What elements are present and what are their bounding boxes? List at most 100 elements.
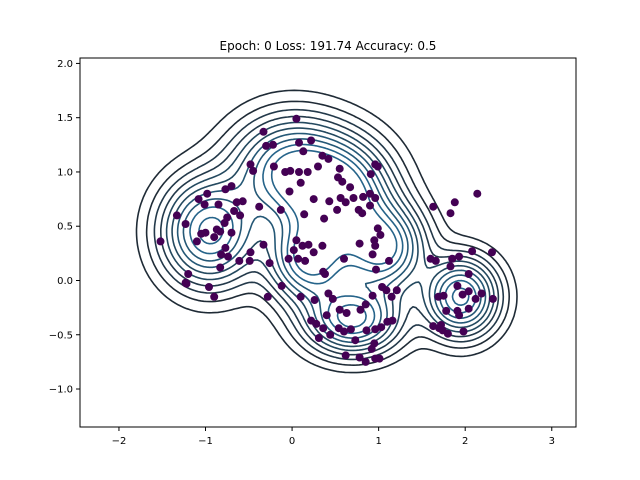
x-tick-label: 2 [462, 436, 468, 447]
data-point [477, 289, 486, 298]
data-point [429, 202, 438, 211]
data-point [294, 254, 303, 263]
plot-frame [79, 57, 577, 428]
data-point [300, 210, 309, 219]
data-point [346, 325, 355, 334]
data-point [446, 209, 455, 218]
data-point [340, 327, 348, 336]
x-tick-label: −2 [112, 436, 127, 447]
data-point [296, 292, 305, 301]
data-point [298, 241, 307, 250]
data-point [355, 353, 364, 362]
data-point [232, 198, 241, 207]
data-point [184, 270, 193, 278]
data-point [488, 248, 496, 257]
data-point [434, 292, 443, 301]
data-point [371, 325, 380, 334]
contour-line [171, 127, 491, 348]
data-point [325, 197, 334, 206]
data-point [341, 198, 350, 207]
data-point [314, 162, 322, 171]
data-point [181, 278, 190, 287]
data-point [203, 189, 212, 198]
data-point [455, 311, 464, 320]
data-point [473, 189, 482, 198]
data-point [292, 114, 301, 123]
data-point [319, 324, 328, 333]
y-axis: −1.0 −0.5 0.0 0.5 1.0 1.5 2.0 [49, 59, 80, 396]
contour-line [153, 108, 505, 361]
data-point [214, 200, 223, 209]
data-point [366, 201, 374, 210]
data-point [341, 351, 350, 360]
data-point [392, 286, 401, 295]
data-point [277, 281, 286, 290]
data-point [259, 240, 268, 249]
data-point [276, 205, 285, 214]
data-point [312, 319, 321, 328]
y-tick-label: 0.0 [57, 276, 73, 287]
data-point [249, 166, 258, 175]
data-point [464, 287, 473, 296]
y-tick-label: 0.5 [57, 222, 73, 233]
y-tick-label: 1.5 [57, 113, 73, 124]
data-point [224, 252, 232, 261]
x-tick-label: 1 [375, 436, 381, 447]
data-point [429, 322, 438, 331]
data-point [368, 250, 377, 259]
data-point [216, 227, 225, 236]
data-point [346, 183, 355, 192]
data-point [156, 237, 165, 246]
data-point [318, 151, 327, 160]
data-point [488, 294, 497, 303]
data-point [448, 254, 457, 263]
data-point [227, 182, 236, 191]
y-tick-label: −1.0 [49, 385, 73, 396]
data-point [385, 256, 393, 265]
data-point [289, 246, 298, 255]
data-point [318, 241, 327, 250]
data-point [304, 240, 313, 249]
data-point [259, 127, 268, 136]
data-point [340, 254, 348, 263]
data-point [285, 187, 294, 196]
data-point [307, 136, 316, 145]
data-point [296, 178, 305, 187]
data-point [450, 198, 459, 207]
data-point [245, 256, 254, 265]
data-point [366, 170, 375, 179]
data-point [295, 138, 303, 147]
data-point [368, 291, 377, 300]
data-point [194, 195, 203, 204]
data-point [373, 224, 382, 233]
data-point [220, 219, 229, 227]
data-point [356, 305, 365, 314]
data-point [459, 327, 468, 336]
data-point [333, 205, 342, 214]
data-point [349, 194, 358, 202]
data-point [431, 256, 440, 265]
data-point [464, 304, 473, 313]
data-point [210, 233, 219, 242]
data-point [322, 311, 331, 320]
data-point [342, 309, 351, 317]
chart-title: Epoch: 0 Loss: 191.74 Accuracy: 0.5 [220, 39, 437, 53]
x-tick-label: 3 [549, 436, 555, 447]
data-point [324, 289, 333, 298]
data-point [361, 357, 370, 366]
data-point [238, 197, 247, 206]
data-point [455, 252, 464, 261]
data-point [314, 334, 323, 342]
data-point [468, 247, 477, 256]
data-point [320, 214, 329, 223]
data-point [351, 336, 360, 345]
data-point [216, 263, 225, 272]
data-point [303, 168, 312, 176]
data-point [200, 200, 209, 209]
data-point [319, 267, 328, 276]
data-point [221, 185, 230, 194]
data-point [326, 330, 335, 339]
data-point [255, 202, 264, 211]
data-point [458, 290, 467, 299]
